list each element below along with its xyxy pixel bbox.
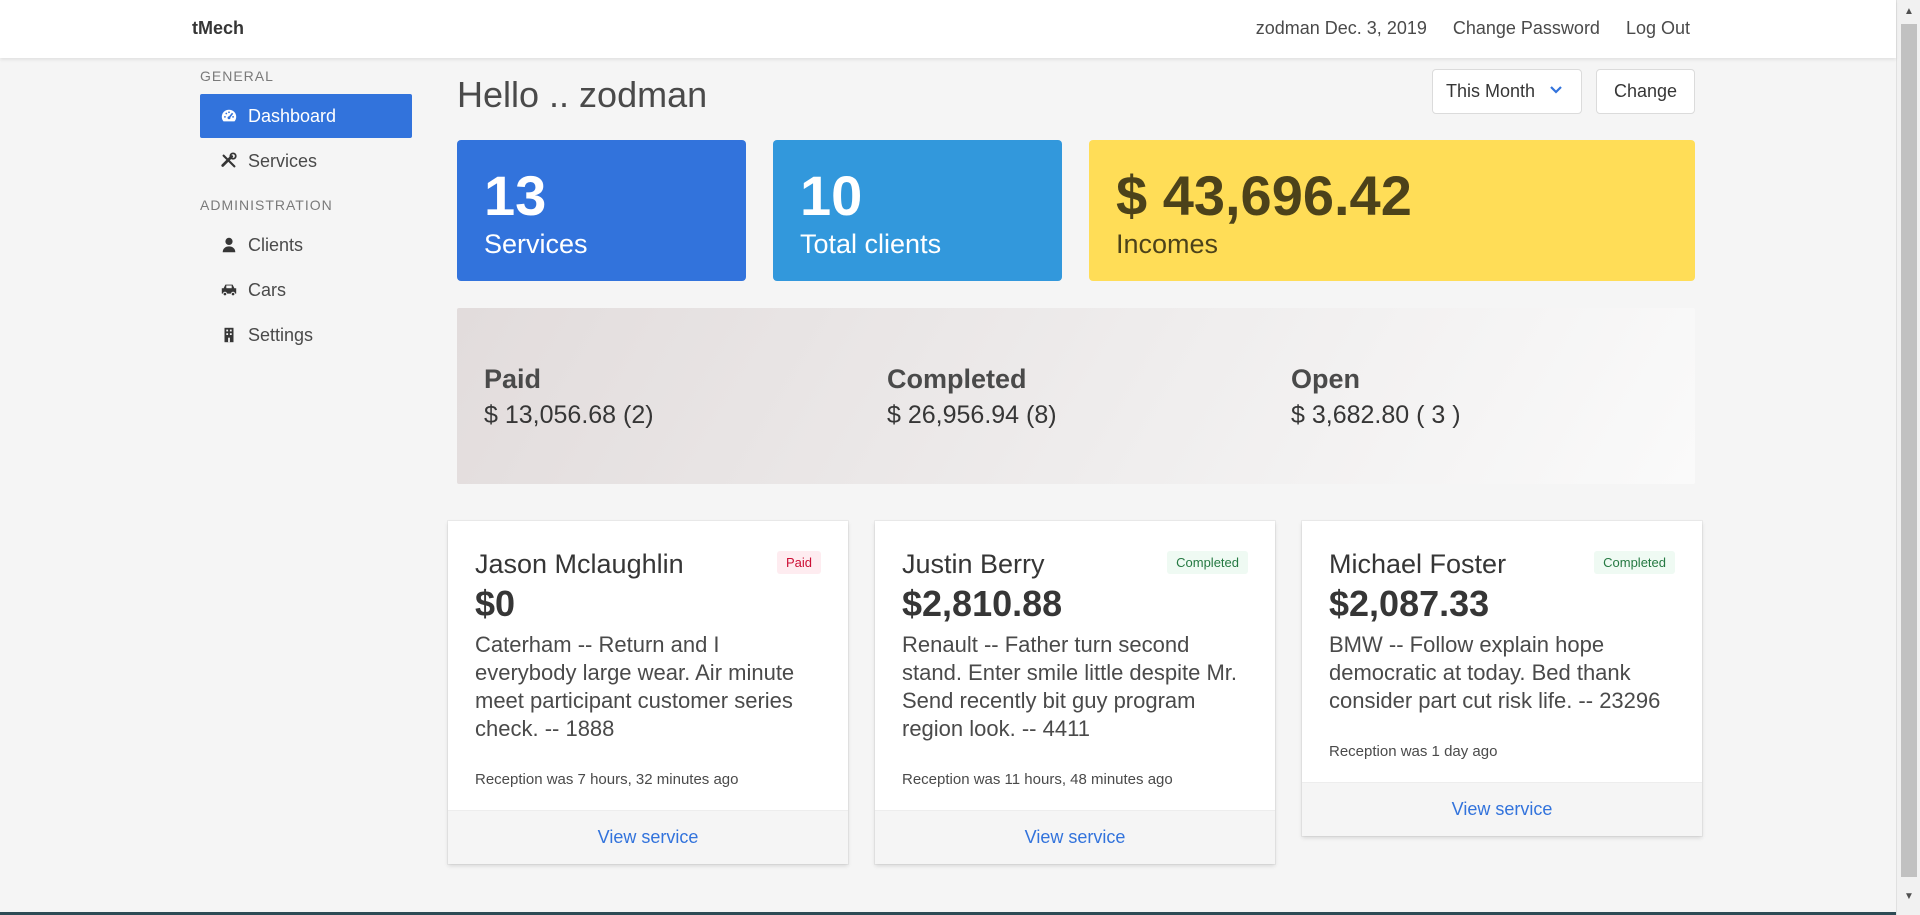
menu-label-general: GENERAL xyxy=(200,68,274,84)
client-name: Michael Foster xyxy=(1329,549,1507,579)
client-name: Justin Berry xyxy=(902,549,1045,579)
stat-label: Services xyxy=(484,229,588,259)
sidebar-item-dashboard[interactable]: Dashboard xyxy=(200,94,412,138)
vertical-scrollbar[interactable]: ▲ ▼ xyxy=(1896,0,1920,915)
sidebar-item-label: Cars xyxy=(248,279,287,300)
logout-link[interactable]: Log Out xyxy=(1625,18,1690,38)
stat-value: $ 43,696.42 xyxy=(1116,164,1412,227)
service-amount: $2,810.88 xyxy=(902,583,1063,624)
sidebar-item-label: Settings xyxy=(248,324,314,345)
scroll-down-arrow-icon[interactable]: ▼ xyxy=(1904,890,1914,902)
view-service-link[interactable]: View service xyxy=(1302,782,1702,836)
service-card: Paid Jason Mclaughlin $0 Caterham -- Ret… xyxy=(448,521,848,864)
stat-label: Total clients xyxy=(800,229,942,259)
service-description: BMW -- Follow explain hope democratic at… xyxy=(1329,632,1661,713)
building-icon xyxy=(216,326,242,344)
scroll-thumb[interactable] xyxy=(1901,24,1917,877)
summary-value: $ 26,956.94 (8) xyxy=(887,401,1057,429)
card-body: Completed Michael Foster $2,087.33 BMW -… xyxy=(1302,521,1702,782)
summary-title: Paid xyxy=(484,364,542,394)
reception-time: Reception was 11 hours, 48 minutes ago xyxy=(902,771,1173,788)
dashboard-icon xyxy=(216,107,242,125)
user-date-link[interactable]: zodman Dec. 3, 2019 xyxy=(1255,18,1427,38)
sidebar-item-services[interactable]: Services xyxy=(200,139,412,183)
page-title: Hello .. zodman xyxy=(457,74,708,115)
stat-tile-clients: 10 Total clients xyxy=(773,140,1062,281)
service-description: Renault -- Father turn second stand. Ent… xyxy=(902,632,1238,741)
service-card: Completed Justin Berry $2,810.88 Renault… xyxy=(875,521,1275,864)
car-icon xyxy=(216,281,242,299)
stat-value: 10 xyxy=(800,164,863,227)
sidebar-item-label: Services xyxy=(248,150,318,171)
summary-value: $ 3,682.80 ( 3 ) xyxy=(1291,401,1461,429)
sidebar-item-settings[interactable]: Settings xyxy=(200,313,412,357)
status-badge: Completed xyxy=(1167,551,1248,574)
tools-icon xyxy=(216,152,242,170)
reception-time: Reception was 7 hours, 32 minutes ago xyxy=(475,771,739,788)
client-name: Jason Mclaughlin xyxy=(475,549,684,579)
sidebar-item-label: Dashboard xyxy=(248,105,337,126)
user-icon xyxy=(216,236,242,254)
stat-value: 13 xyxy=(484,164,547,227)
view-service-link[interactable]: View service xyxy=(448,810,848,864)
view-service-link[interactable]: View service xyxy=(875,810,1275,864)
navbar-right: zodman Dec. 3, 2019 Change Password Log … xyxy=(1256,18,1690,39)
summary-open: Open $ 3,682.80 ( 3 ) xyxy=(1291,361,1461,433)
summary-completed: Completed $ 26,956.94 (8) xyxy=(887,361,1057,433)
card-body: Paid Jason Mclaughlin $0 Caterham -- Ret… xyxy=(448,521,848,810)
brand-logo[interactable]: tMech xyxy=(192,18,245,38)
menu-label-administration: ADMINISTRATION xyxy=(200,197,333,213)
service-description: Caterham -- Return and I everybody large… xyxy=(475,632,795,741)
stat-label: Incomes xyxy=(1116,229,1219,259)
period-select-value: This Month xyxy=(1446,81,1536,101)
summary-value: $ 13,056.68 (2) xyxy=(484,401,654,429)
card-body: Completed Justin Berry $2,810.88 Renault… xyxy=(875,521,1275,810)
sidebar-item-label: Clients xyxy=(248,234,304,255)
sidebar-item-cars[interactable]: Cars xyxy=(200,268,412,312)
sidebar-menu: GENERAL Dashboard Services ADMINISTRATIO… xyxy=(200,68,412,358)
stat-tile-services: 13 Services xyxy=(457,140,746,281)
service-amount: $2,087.33 xyxy=(1329,583,1490,624)
change-password-link[interactable]: Change Password xyxy=(1452,18,1600,38)
service-card: Completed Michael Foster $2,087.33 BMW -… xyxy=(1302,521,1702,836)
bottom-divider xyxy=(0,912,1896,915)
summary-title: Open xyxy=(1291,364,1361,394)
scroll-up-arrow-icon[interactable]: ▲ xyxy=(1904,5,1914,17)
sidebar-item-clients[interactable]: Clients xyxy=(200,223,412,267)
status-summary-panel: Paid $ 13,056.68 (2) Completed $ 26,956.… xyxy=(457,308,1695,484)
service-amount: $0 xyxy=(475,583,516,624)
period-select[interactable]: This Month xyxy=(1432,69,1582,114)
summary-title: Completed xyxy=(887,364,1027,394)
top-navbar: tMech zodman Dec. 3, 2019 Change Passwor… xyxy=(0,0,1896,58)
status-badge: Completed xyxy=(1594,551,1675,574)
status-badge: Paid xyxy=(776,551,821,574)
stat-tile-incomes: $ 43,696.42 Incomes xyxy=(1089,140,1695,281)
chevron-down-icon xyxy=(1550,86,1562,94)
summary-paid: Paid $ 13,056.68 (2) xyxy=(484,361,654,433)
reception-time: Reception was 1 day ago xyxy=(1329,743,1498,760)
change-button[interactable]: Change xyxy=(1596,69,1695,114)
